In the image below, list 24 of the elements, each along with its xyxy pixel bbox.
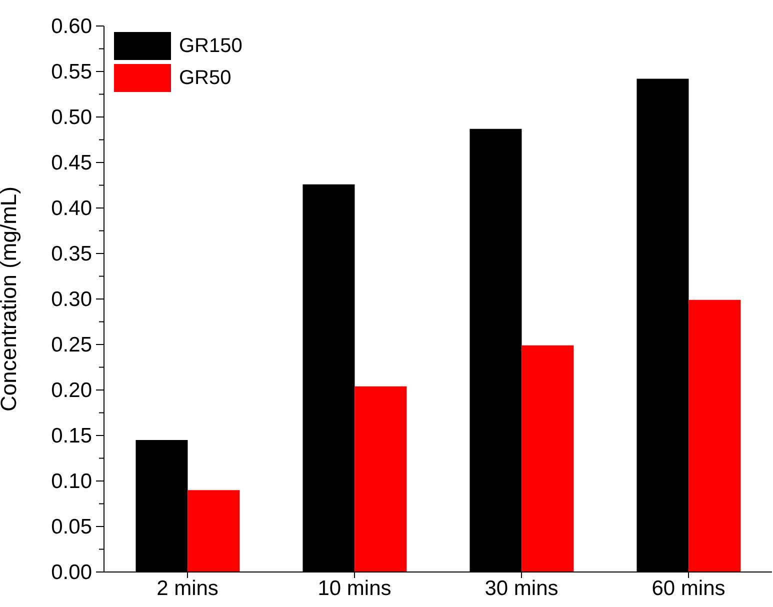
y-tick-label: 0.05: [51, 516, 92, 538]
y-tick-label: 0.15: [51, 424, 92, 448]
y-tick-label: 0.25: [51, 334, 92, 356]
x-tick-label: 10 mins: [318, 576, 392, 600]
bar: [354, 386, 407, 572]
bar: [522, 345, 574, 572]
y-tick-label: 0.35: [51, 242, 92, 266]
y-tick-label: 0.20: [51, 379, 92, 402]
y-tick-label: 0.55: [51, 60, 92, 84]
legend-label: GR150: [179, 34, 242, 58]
y-tick-label: 0.60: [51, 15, 92, 38]
legend-label: GR50: [179, 66, 232, 90]
y-tick-label: 0.50: [51, 106, 92, 129]
bar: [188, 490, 240, 572]
bar: [688, 300, 741, 572]
y-tick-label: 0.30: [51, 288, 92, 311]
x-tick-label: 30 mins: [484, 576, 558, 600]
x-tick-label: 2 mins: [156, 576, 218, 600]
y-tick-label: 0.45: [51, 152, 92, 174]
y-tick-label: 0.40: [51, 197, 92, 220]
x-tick-label: 60 mins: [652, 576, 726, 600]
y-tick-label: 0.00: [51, 561, 92, 584]
y-tick-label: 0.10: [51, 470, 92, 493]
y-axis-title: Concentration (mg/mL): [0, 186, 21, 412]
